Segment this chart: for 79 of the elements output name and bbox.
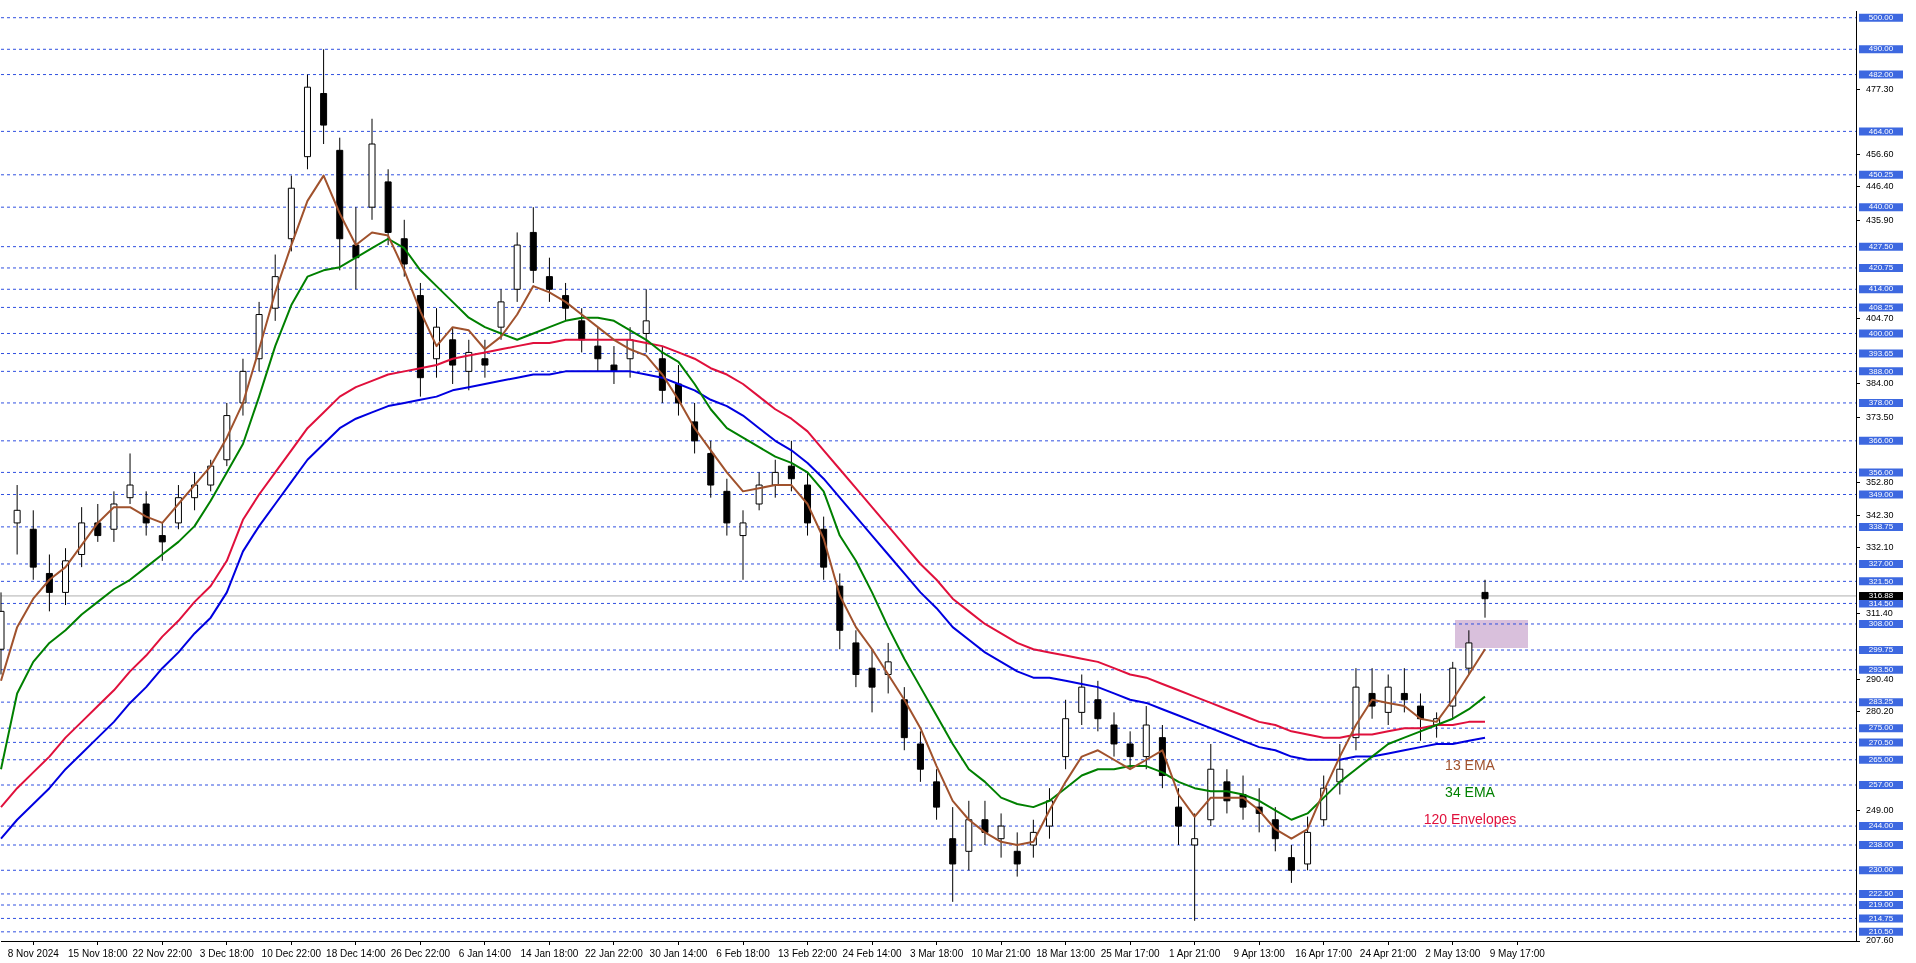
ref-line-label: 283.25: [1868, 697, 1894, 707]
x-tick-label: 6 Jan 14:00: [458, 947, 512, 959]
y-tick-label: 373.50: [1866, 411, 1894, 422]
ref-line-label: 214.75: [1868, 913, 1894, 923]
ref-line-label: 270.50: [1868, 737, 1894, 747]
x-tick-label: 22 Nov 22:00: [132, 947, 193, 959]
y-tick-label: 207.60: [1866, 935, 1894, 946]
ref-line-label: 321.50: [1868, 576, 1894, 586]
x-tick-label: 10 Dec 22:00: [261, 947, 322, 959]
y-tick-label: 446.40: [1866, 181, 1894, 192]
x-tick-label: 30 Jan 14:00: [649, 947, 708, 959]
ref-line-label: 482.00: [1868, 69, 1894, 79]
y-tick-label: 435.90: [1866, 214, 1894, 225]
ref-line-label: 210.50: [1868, 927, 1894, 937]
y-tick-label: 477.30: [1866, 83, 1894, 94]
x-tick-label: 2 May 13:00: [1425, 947, 1481, 959]
text: 120 Envelopes: [1423, 810, 1517, 827]
ref-line-label: 230.00: [1868, 865, 1894, 875]
y-tick-label: 332.10: [1866, 542, 1894, 553]
y-tick-label: 280.20: [1866, 706, 1894, 717]
x-tick-label: 9 Apr 13:00: [1233, 947, 1286, 959]
ref-line-label: 366.00: [1868, 436, 1894, 446]
ref-line-label: 420.75: [1868, 263, 1894, 273]
x-tick-label: 26 Dec 22:00: [390, 947, 451, 959]
ref-line-label: 275.00: [1868, 723, 1894, 733]
x-tick-label: 8 Nov 2024: [7, 947, 60, 959]
x-tick-label: 6 Feb 18:00: [716, 947, 771, 959]
x-tick-label: 1 Apr 21:00: [1169, 947, 1221, 959]
ref-line-label: 440.00: [1868, 202, 1894, 212]
ref-line-label: 500.00: [1868, 12, 1894, 22]
y-tick-label: 456.60: [1866, 149, 1894, 160]
x-tick-label: 3 Dec 18:00: [199, 947, 255, 959]
ref-line-label: 314.50: [1868, 598, 1894, 608]
x-tick-label: 18 Mar 13:00: [1036, 947, 1096, 959]
ref-line-label: 265.00: [1868, 754, 1894, 764]
ref-line-label: 400.00: [1868, 328, 1894, 338]
ref-line-label: 219.00: [1868, 900, 1894, 910]
ref-line-label: 293.50: [1868, 664, 1894, 674]
ref-line-label: 408.25: [1868, 302, 1894, 312]
x-tick-label: 14 Jan 18:00: [520, 947, 579, 959]
y-tick-label: 384.00: [1866, 378, 1894, 389]
x-tick-label: 15 Nov 18:00: [68, 947, 128, 959]
y-tick-label: 342.30: [1866, 510, 1894, 521]
ref-line-label: 427.50: [1868, 241, 1894, 251]
y-tick-label: 352.80: [1866, 477, 1894, 487]
y-tick-label: 311.40: [1866, 607, 1893, 618]
ref-line-label: 490.00: [1868, 44, 1894, 54]
ref-line-label: 327.00: [1868, 559, 1894, 569]
ref-line-label: 222.50: [1868, 889, 1894, 899]
text: 34 EMA: [1445, 783, 1496, 800]
text: 13 EMA: [1445, 756, 1496, 773]
ref-line-label: 308.00: [1868, 619, 1894, 629]
x-tick-label: 3 Mar 18:00: [909, 947, 964, 959]
y-tick-label: 404.70: [1866, 313, 1894, 324]
x-tick-label: 18 Dec 14:00: [326, 947, 387, 959]
ref-line-label: 316.88: [1868, 591, 1894, 601]
y-tick-label: 249.00: [1866, 804, 1894, 815]
y-tick-label: 290.40: [1866, 674, 1894, 685]
x-tick-label: 24 Feb 14:00: [842, 947, 902, 959]
ref-line-label: 338.75: [1868, 522, 1894, 532]
x-tick-label: 16 Apr 17:00: [1295, 947, 1353, 959]
x-tick-label: 9 May 17:00: [1489, 947, 1546, 959]
ref-line-label: 414.00: [1868, 284, 1894, 294]
ref-line-label: 299.75: [1868, 645, 1894, 655]
x-tick-label: 10 Mar 21:00: [971, 947, 1031, 959]
ref-line-label: 450.25: [1868, 170, 1894, 180]
x-tick-label: 22 Jan 22:00: [585, 947, 644, 959]
ref-line-label: 393.65: [1868, 348, 1894, 358]
ref-line-label: 244.00: [1868, 821, 1894, 831]
ref-line-label: 356.00: [1868, 467, 1894, 477]
ref-line-label: 349.00: [1868, 489, 1894, 499]
ref-line-label: 464.00: [1868, 126, 1894, 136]
x-tick-label: 25 Mar 17:00: [1100, 947, 1161, 959]
ref-line-label: 257.00: [1868, 780, 1894, 790]
x-tick-label: 24 Apr 21:00: [1359, 947, 1418, 959]
x-tick-label: 13 Feb 22:00: [778, 947, 838, 959]
ref-line-label: 388.00: [1868, 366, 1894, 376]
ref-line-label: 378.00: [1868, 398, 1894, 408]
ref-line-label: 238.00: [1868, 840, 1894, 850]
